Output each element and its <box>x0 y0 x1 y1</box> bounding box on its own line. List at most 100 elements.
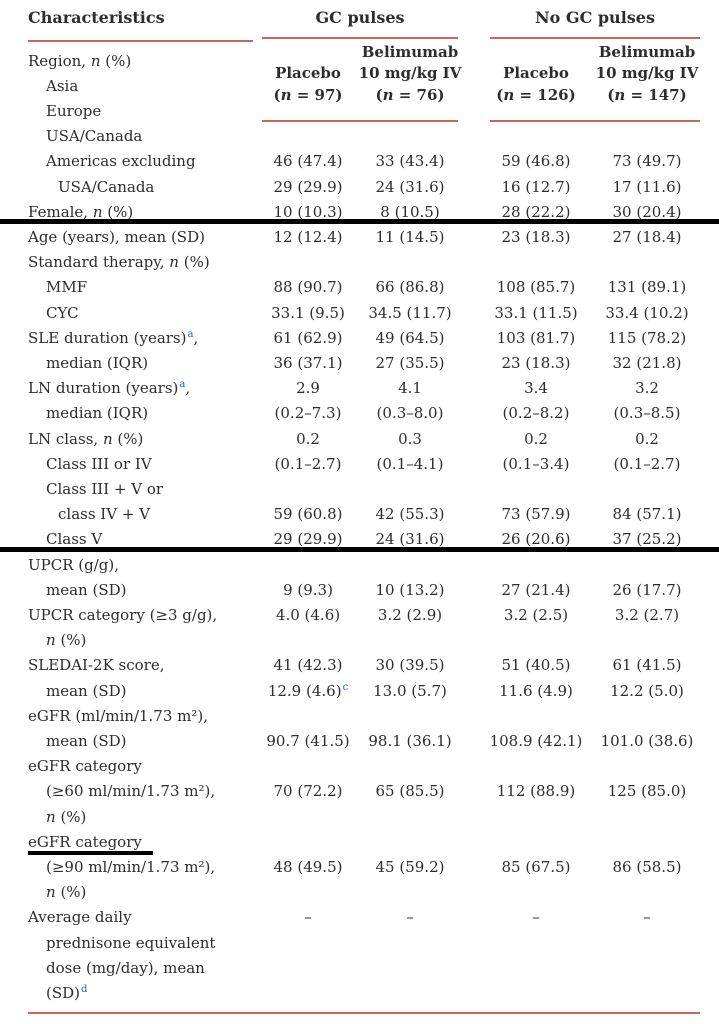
cell-value: 36 (37.1) <box>273 353 343 372</box>
cell-value: 73 (49.7) <box>612 152 682 171</box>
row-label: UPCR (g/g), <box>28 555 120 574</box>
table-bottom-rule <box>28 1012 700 1014</box>
row-label: class IV + V <box>58 505 150 524</box>
cell-value: (0.1–4.1) <box>376 454 444 473</box>
table-row: Region, n (%) <box>0 48 719 73</box>
cell-value: – <box>406 908 414 927</box>
cell-value: 29 (29.9) <box>273 177 343 196</box>
row-label: dose (mg/day), mean <box>46 958 205 977</box>
cell-value: 12 (12.4) <box>273 227 343 246</box>
row-label: Class III or IV <box>46 454 152 473</box>
table-row: Standard therapy, n (%) <box>0 250 719 275</box>
cell-value: 11 (14.5) <box>375 227 445 246</box>
column-header-1: Belimumab 10 mg/kg IV (n = 76) <box>352 42 468 106</box>
column-header-line: Placebo <box>503 64 569 82</box>
cell-value: 3.2 (2.7) <box>614 605 680 624</box>
cell-value: 27 (35.5) <box>375 353 445 372</box>
cell-value: 65 (85.5) <box>375 782 445 801</box>
row-label: Europe <box>46 101 102 120</box>
row-label: mean (SD) <box>46 731 127 750</box>
rule-under-characteristics <box>28 40 253 42</box>
cell-value: 49 (64.5) <box>375 328 445 347</box>
row-label: mean (SD) <box>46 580 127 599</box>
table-row: Average daily – – – – <box>0 905 719 930</box>
cell-value: (0.1–2.7) <box>274 454 342 473</box>
table-row: Class III or IV (0.1–2.7) (0.1–4.1) (0.1–3.… <box>0 451 719 476</box>
column-header-2: Placebo (n = 126) <box>486 42 586 106</box>
cell-value: 98.1 (36.1) <box>368 731 452 750</box>
footnote-marker: a <box>179 379 186 391</box>
row-label: UPCR category (≥3 g/g), <box>28 605 218 624</box>
table-row: eGFR category <box>0 754 719 779</box>
row-label: eGFR category <box>28 832 142 851</box>
cell-value: 17 (11.6) <box>612 177 682 196</box>
cell-value: 3.2 <box>635 379 659 398</box>
table-row: UPCR (g/g), <box>0 552 719 577</box>
cell-value: (0.1–2.7) <box>613 454 681 473</box>
cell-value: 3.2 (2.9) <box>377 605 443 624</box>
row-label: median (IQR) <box>46 404 149 423</box>
cell-value: 16 (12.7) <box>501 177 571 196</box>
cell-value: 0.3 <box>398 429 422 448</box>
rule-under-no-gc-pulses <box>490 37 700 39</box>
table-row: SLEDAI-2K score, 41 (42.3) 30 (39.5) 51 (40… <box>0 653 719 678</box>
row-label: (≥60 ml/min/1.73 m²), <box>46 782 216 801</box>
cell-value: (0.3–8.0) <box>376 404 444 423</box>
table-row: Age (years), mean (SD) 12 (12.4) 11 (14.5)… <box>0 224 719 249</box>
cell-value: 10 (13.2) <box>375 580 445 599</box>
cell-value: 66 (86.8) <box>375 278 445 297</box>
cell-value: 59 (46.8) <box>501 152 571 171</box>
cell-value: 33 (43.4) <box>375 152 445 171</box>
row-label: n (%) <box>46 807 87 826</box>
cell-value: 61 (41.5) <box>612 656 682 675</box>
cell-value: 12.9 (4.6)c <box>267 681 349 700</box>
table-row: n (%) <box>0 804 719 829</box>
cell-value: 33.1 (9.5) <box>271 303 345 322</box>
row-label: Standard therapy, n (%) <box>28 253 210 272</box>
cell-value: 27 (21.4) <box>501 580 571 599</box>
column-header-3: Belimumab 10 mg/kg IV (n = 147) <box>590 42 704 106</box>
row-label: (≥90 ml/min/1.73 m²), <box>46 857 216 876</box>
table-row: mean (SD) 9 (9.3) 10 (13.2) 27 (21.4) 26 (17… <box>0 577 719 602</box>
cell-value: 0.2 <box>296 429 320 448</box>
cell-value: (0.1–3.4) <box>502 454 570 473</box>
cell-value: 11.6 (4.9) <box>499 681 573 700</box>
cell-value: 28 (22.2) <box>501 202 571 221</box>
row-label: Female, n (%) <box>28 202 134 221</box>
row-label: USA/Canada <box>46 127 143 146</box>
row-label: SLE duration (years)a, <box>28 328 199 347</box>
column-header-line: Placebo <box>275 64 341 82</box>
table-row: LN duration (years)a, 2.9 4.1 3.4 3.2 <box>0 376 719 401</box>
cell-value: 88 (90.7) <box>273 278 343 297</box>
row-label: eGFR category <box>28 757 142 776</box>
column-header-line: 10 mg/kg IV <box>595 64 699 82</box>
row-label: Age (years), mean (SD) <box>28 227 205 246</box>
cell-value: 59 (60.8) <box>273 505 343 524</box>
cell-value: 4.0 (4.6) <box>275 605 341 624</box>
table-row: Americas excluding 46 (47.4) 33 (43.4) 59 (… <box>0 149 719 174</box>
column-header-line: 10 mg/kg IV <box>358 64 462 82</box>
table-row: n (%) <box>0 880 719 905</box>
cell-value: – <box>643 908 651 927</box>
row-label: (SD)d <box>46 983 88 1002</box>
table-row: CYC 33.1 (9.5) 34.5 (11.7) 33.1 (11.5) 33.4 … <box>0 300 719 325</box>
cell-value: 115 (78.2) <box>607 328 687 347</box>
cell-value: 45 (59.2) <box>375 857 445 876</box>
cell-value: (0.2–7.3) <box>274 404 342 423</box>
row-label: median (IQR) <box>46 353 149 372</box>
column-header-line: (n = 147) <box>607 85 687 104</box>
row-label: Region, n (%) <box>28 51 132 70</box>
table-row: eGFR (ml/min/1.73 m²), <box>0 703 719 728</box>
row-label: SLEDAI-2K score, <box>28 656 165 675</box>
cell-value: 46 (47.4) <box>273 152 343 171</box>
cell-value: 26 (20.6) <box>501 530 571 549</box>
cell-value: 32 (21.8) <box>612 353 682 372</box>
column-header-line: (n = 76) <box>375 85 445 104</box>
cell-value: 8 (10.5) <box>380 202 440 221</box>
row-label: Average daily <box>28 908 132 927</box>
cell-value: 73 (57.9) <box>501 505 571 524</box>
cell-value: 125 (85.0) <box>607 782 687 801</box>
cell-value: 2.9 <box>296 379 320 398</box>
table-row: n (%) <box>0 628 719 653</box>
